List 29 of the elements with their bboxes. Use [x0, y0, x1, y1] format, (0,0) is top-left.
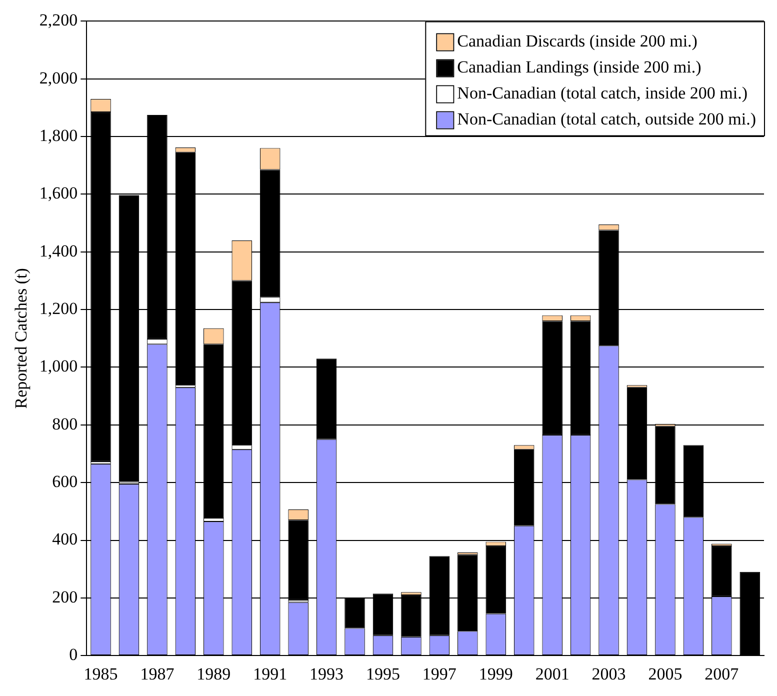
legend-label: Non-Canadian (total catch, inside 200 mi.) — [457, 84, 748, 103]
legend-label: Non-Canadian (total catch, outside 200 mi.) — [457, 110, 756, 129]
y-tick-label: 1,000 — [39, 356, 78, 376]
legend-label: Canadian Discards (inside 200 mi.) — [457, 32, 698, 51]
x-tick-label: 2003 — [592, 664, 626, 684]
x-tick-label: 2001 — [535, 664, 570, 684]
x-tick-label: 1997 — [422, 664, 457, 684]
x-tick-label: 2007 — [704, 664, 740, 684]
x-tick-label: 1993 — [310, 664, 344, 684]
y-tick-label: 1,400 — [39, 241, 78, 260]
x-tick-label: 1985 — [84, 664, 118, 684]
x-tick-label: 1995 — [366, 664, 400, 684]
y-tick-label: 600 — [52, 472, 78, 492]
y-tick-label: 1,200 — [39, 299, 78, 318]
x-tick-label: 1987 — [140, 664, 175, 684]
y-tick-label: 1,600 — [39, 184, 78, 203]
y-tick-label: 800 — [52, 414, 78, 434]
y-tick-label: 0 — [69, 645, 78, 664]
y-tick-label: 1,800 — [39, 126, 78, 146]
x-tick-label: 1989 — [196, 664, 231, 684]
y-tick-label: 200 — [52, 587, 78, 606]
x-tick-label: 1991 — [253, 664, 288, 684]
y-axis-title: Reported Catches (t) — [12, 268, 31, 409]
y-tick-label: 400 — [52, 530, 78, 549]
y-tick-label: 2,000 — [39, 68, 78, 88]
y-tick-label: 2,200 — [39, 10, 78, 30]
x-tick-label: 1999 — [478, 664, 513, 684]
legend-label: Canadian Landings (inside 200 mi.) — [457, 58, 702, 77]
x-tick-label: 2005 — [648, 664, 682, 684]
